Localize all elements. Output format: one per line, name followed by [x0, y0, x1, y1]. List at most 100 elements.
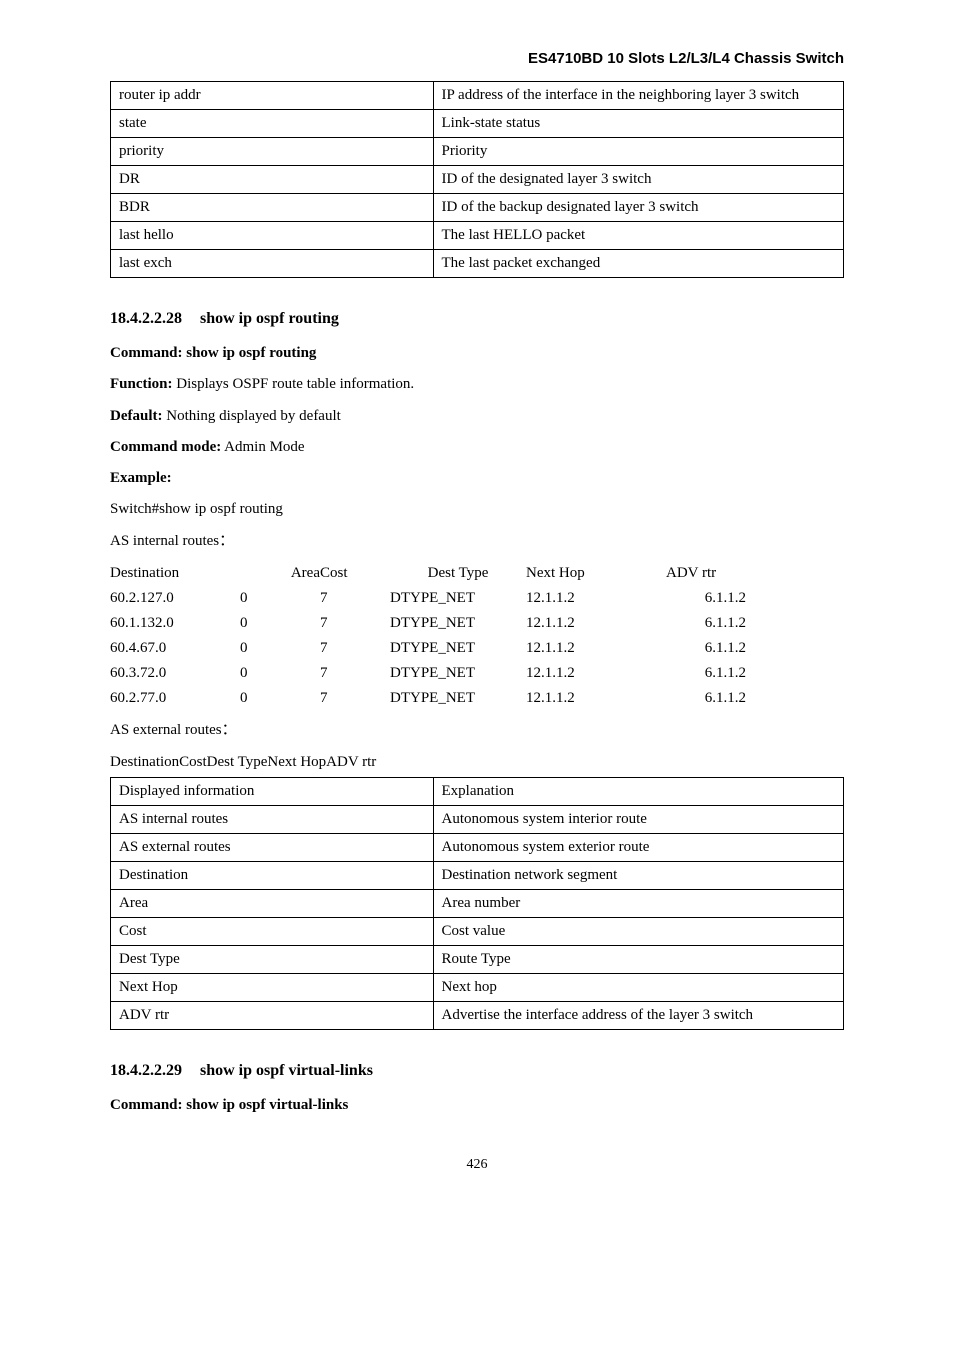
cell-left: Dest Type	[111, 946, 434, 974]
cell-right: Advertise the interface address of the l…	[433, 1002, 843, 1030]
cell: 12.1.1.2	[526, 611, 666, 636]
cell: 60.1.132.0	[110, 611, 240, 636]
section-number: 18.4.2.2.29	[110, 1062, 182, 1079]
cell-left: ADV rtr	[111, 1002, 434, 1030]
cell-left: Cost	[111, 918, 434, 946]
example-label: Example:	[110, 467, 844, 490]
cell-right: Route Type	[433, 946, 843, 974]
hdr-advrtr: ADV rtr	[666, 561, 746, 586]
cell: 7	[320, 661, 390, 686]
cell: 60.4.67.0	[110, 636, 240, 661]
cell-right: ID of the designated layer 3 switch	[433, 166, 843, 194]
page-header: ES4710BD 10 Slots L2/L3/L4 Chassis Switc…	[110, 50, 844, 67]
table-row: DestinationDestination network segment	[111, 862, 844, 890]
hdr-cost: Cost	[320, 561, 390, 586]
external-routes-title: AS external routes：	[110, 719, 844, 742]
mode-line: Command mode: Admin Mode	[110, 436, 844, 459]
table-row: AreaArea number	[111, 890, 844, 918]
section-number: 18.4.2.2.28	[110, 310, 182, 327]
cell-left: Next Hop	[111, 974, 434, 1002]
hdr-nexthop: Next Hop	[526, 561, 666, 586]
hdr-desttype: Dest Type	[207, 750, 268, 775]
table-row: 60.4.67.007DTYPE_NET12.1.1.26.1.1.2	[110, 636, 746, 661]
cell-left: Displayed information	[111, 778, 434, 806]
table-row: BDRID of the backup designated layer 3 s…	[111, 194, 844, 222]
table-header-row: Destination Area Cost Dest Type Next Hop…	[110, 561, 746, 586]
mode-text: Admin Mode	[221, 439, 304, 455]
default-text: Nothing displayed by default	[163, 408, 341, 424]
cell: 12.1.1.2	[526, 586, 666, 611]
hdr-advrtr: ADV rtr	[326, 750, 376, 775]
cell: 7	[320, 586, 390, 611]
hdr-desttype: Dest Type	[390, 561, 526, 586]
cell: DTYPE_NET	[390, 636, 526, 661]
cell-right: ID of the backup designated layer 3 swit…	[433, 194, 843, 222]
cell-right: Autonomous system exterior route	[433, 834, 843, 862]
cell-left: DR	[111, 166, 434, 194]
cell: DTYPE_NET	[390, 586, 526, 611]
explanation-table: Displayed informationExplanation AS inte…	[110, 777, 844, 1030]
cell: DTYPE_NET	[390, 661, 526, 686]
cell: 60.3.72.0	[110, 661, 240, 686]
cell-left: router ip addr	[111, 82, 434, 110]
cell: 12.1.1.2	[526, 636, 666, 661]
table-row: DRID of the designated layer 3 switch	[111, 166, 844, 194]
cell: 6.1.1.2	[666, 661, 746, 686]
mode-label: Command mode:	[110, 439, 221, 455]
hdr-destination: Destination	[110, 750, 179, 775]
table-row: last helloThe last HELLO packet	[111, 222, 844, 250]
section-title: show ip ospf virtual-links	[200, 1062, 373, 1079]
cell-right: IP address of the interface in the neigh…	[433, 82, 843, 110]
table-row: stateLink-state status	[111, 110, 844, 138]
section-heading: 18.4.2.2.28 show ip ospf routing	[110, 310, 844, 328]
page-number: 426	[110, 1157, 844, 1173]
cell-left: state	[111, 110, 434, 138]
interface-table: router ip addrIP address of the interfac…	[110, 81, 844, 278]
cell: 7	[320, 686, 390, 711]
hdr-area: Area	[240, 561, 320, 586]
default-label: Default:	[110, 408, 163, 424]
cell-right: Cost value	[433, 918, 843, 946]
cell: 60.2.77.0	[110, 686, 240, 711]
table-row: 60.1.132.007DTYPE_NET12.1.1.26.1.1.2	[110, 611, 746, 636]
table-row: Next HopNext hop	[111, 974, 844, 1002]
function-line: Function: Displays OSPF route table info…	[110, 373, 844, 396]
cell-left: AS internal routes	[111, 806, 434, 834]
table-row: last exchThe last packet exchanged	[111, 250, 844, 278]
hdr-cost: Cost	[179, 750, 207, 775]
internal-routes-table: Destination Area Cost Dest Type Next Hop…	[110, 561, 746, 711]
example-command: Switch#show ip ospf routing	[110, 498, 844, 521]
table-row: 60.2.127.007DTYPE_NET12.1.1.26.1.1.2	[110, 586, 746, 611]
cell-left: Destination	[111, 862, 434, 890]
internal-routes-title: AS internal routes：	[110, 530, 844, 553]
cell: 0	[240, 686, 320, 711]
cell-left: BDR	[111, 194, 434, 222]
cell-left: priority	[111, 138, 434, 166]
cell-left: last hello	[111, 222, 434, 250]
cell: 0	[240, 586, 320, 611]
cell: 12.1.1.2	[526, 686, 666, 711]
table-row: priorityPriority	[111, 138, 844, 166]
cell-right: The last HELLO packet	[433, 222, 843, 250]
cell: 6.1.1.2	[666, 686, 746, 711]
cell-right: Priority	[433, 138, 843, 166]
command-label: Command: show ip ospf virtual-links	[110, 1094, 844, 1117]
table-row: router ip addrIP address of the interfac…	[111, 82, 844, 110]
table-row: 60.2.77.007DTYPE_NET12.1.1.26.1.1.2	[110, 686, 746, 711]
table-row: AS external routesAutonomous system exte…	[111, 834, 844, 862]
hdr-destination: Destination	[110, 561, 240, 586]
table-header-row: Destination Cost Dest Type Next Hop ADV …	[110, 750, 376, 775]
section-heading: 18.4.2.2.29 show ip ospf virtual-links	[110, 1062, 844, 1080]
table-row: Dest TypeRoute Type	[111, 946, 844, 974]
cell-right: Next hop	[433, 974, 843, 1002]
function-label: Function:	[110, 376, 173, 392]
cell-left: Area	[111, 890, 434, 918]
cell-right: Explanation	[433, 778, 843, 806]
cell-left: last exch	[111, 250, 434, 278]
cell-right: The last packet exchanged	[433, 250, 843, 278]
cell-left: AS external routes	[111, 834, 434, 862]
cell-right: Destination network segment	[433, 862, 843, 890]
section-title: show ip ospf routing	[200, 310, 339, 327]
cell: 0	[240, 636, 320, 661]
cell: 7	[320, 636, 390, 661]
